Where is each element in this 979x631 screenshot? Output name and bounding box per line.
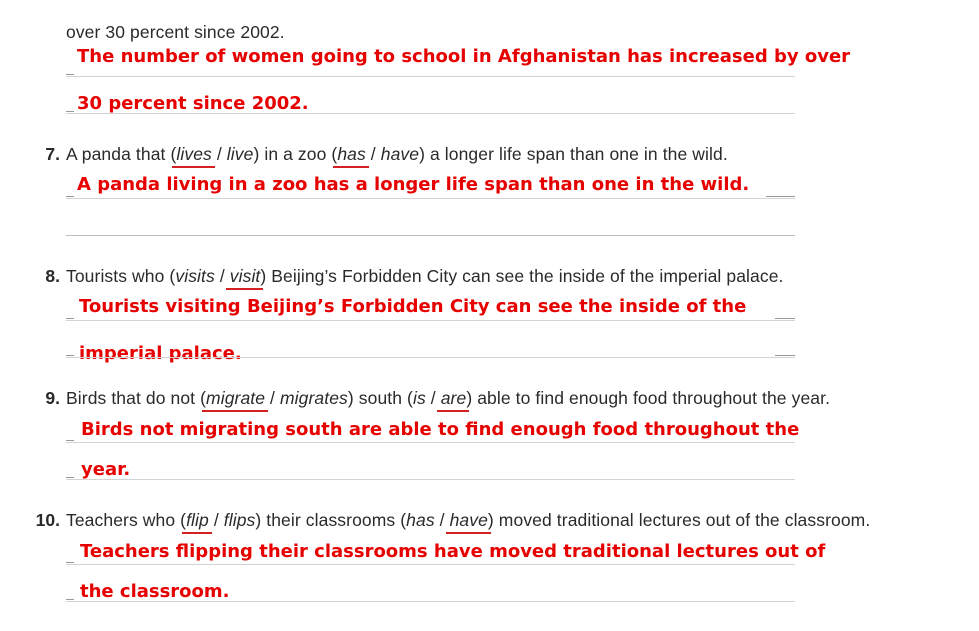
option[interactable]: migrates [279,388,348,408]
answer-underline [66,113,795,114]
question-text: Tourists who (visits / visit) Beijing’s … [66,266,784,290]
answer-line-start-tick [66,318,74,319]
answer-line-2: 30 percent since 2002. [77,93,309,114]
answer-line-2: imperial palace. [79,343,242,364]
option-separator: / [211,144,227,164]
answer-line-2: the classroom. [80,581,230,602]
option[interactable]: has [406,510,435,530]
option-separator: / [425,388,441,408]
question-text: Birds that do not (migrate / migrates) s… [66,388,831,412]
question-text: A panda that (lives / live) in a zoo (ha… [66,144,728,168]
option[interactable]: visits [175,266,215,286]
answer-underline [66,76,795,77]
answer-line-start-tick [66,355,74,356]
option-selected[interactable]: are [436,388,469,412]
option-separator: / [208,510,224,530]
option[interactable]: have [380,144,420,164]
answer-line-1: A panda living in a zoo has a longer lif… [77,174,750,195]
answer-underline [66,479,795,480]
option[interactable]: is [412,388,426,408]
option[interactable]: live [226,144,254,164]
answer-line-end-tick [775,355,795,356]
answer-underline [66,357,795,358]
answer-line-1: The number of women going to school in A… [77,46,851,67]
question-number: 9. [45,388,60,408]
question-text-continued: over 30 percent since 2002. [66,22,285,42]
answer-line-start-tick [66,440,74,441]
question-text-part: A panda that ( [66,144,177,164]
answer-underline [66,564,795,565]
option-separator: / [214,266,230,286]
option-selected[interactable]: lives [172,144,215,168]
answer-underline [66,235,795,236]
question-number: 7. [45,144,60,164]
question-number: 10. [35,510,60,530]
answer-line-start-tick [66,196,74,197]
option[interactable]: flips [223,510,256,530]
answer-line-start-tick [66,477,74,478]
answer-line-start-tick [66,599,74,600]
question-text-part: ) a longer life span than one in the wil… [419,144,728,164]
answer-line-1: Tourists visiting Beijing’s Forbidden Ci… [79,296,747,317]
option-separator: / [265,388,280,408]
question-text-part: Teachers who ( [66,510,187,530]
question-text-part: Birds that do not ( [66,388,207,408]
answer-underline [66,601,795,602]
question-number: 8. [45,266,60,286]
question-text-part: ) in a zoo ( [253,144,338,164]
question-text-part: ) their classrooms ( [255,510,407,530]
answer-line-2: year. [81,459,131,480]
question-text-part: ) able to find enough food throughout th… [466,388,831,408]
answer-underline [66,320,795,321]
answer-line-start-tick [66,74,74,75]
answer-line-end-tick [766,196,795,197]
question-text-part: ) moved traditional lectures out of the … [487,510,871,530]
question-text-part: ) Beijing’s Forbidden City can see the i… [260,266,784,286]
answer-line-start-tick [66,562,74,563]
question-text-part: ) south ( [347,388,413,408]
answer-underline [66,442,795,443]
answer-underline [66,198,795,199]
option-selected[interactable]: has [333,144,369,168]
option-separator: / [434,510,450,530]
option-selected[interactable]: migrate [202,388,269,412]
answer-line-end-tick [775,318,795,319]
option-selected[interactable]: have [445,510,492,534]
option-separator: / [365,144,381,164]
question-text-part: Tourists who ( [66,266,176,286]
answer-line-start-tick [66,111,74,112]
question-text: Teachers who (flip / flips) their classr… [66,510,871,534]
option-selected[interactable]: visit [225,266,264,290]
answer-line-1: Birds not migrating south are able to fi… [81,419,800,440]
option-selected[interactable]: flip [182,510,212,534]
answer-line-1: Teachers flipping their classrooms have … [80,541,826,562]
